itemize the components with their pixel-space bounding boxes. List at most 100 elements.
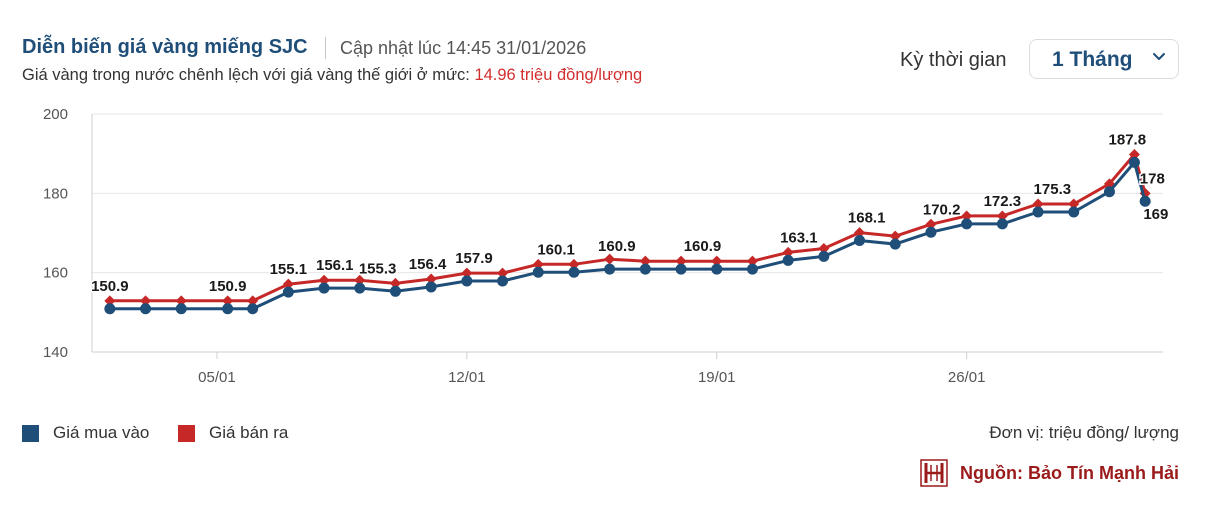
y-tick-label: 180	[43, 185, 68, 202]
x-tick-label: 05/01	[198, 369, 236, 386]
price-difference-label: Giá vàng trong nước chênh lệch với giá v…	[22, 66, 470, 84]
sell-point	[961, 210, 973, 222]
sell-point	[1128, 148, 1140, 160]
sell-point	[175, 295, 187, 307]
legend-item-buy[interactable]: Giá mua vào	[22, 423, 149, 443]
sell-point	[389, 277, 401, 289]
sell-point	[925, 218, 937, 230]
data-label: 163.1	[780, 229, 818, 246]
sell-point	[318, 274, 330, 286]
sell-point	[639, 255, 651, 267]
data-label: 156.4	[409, 256, 447, 273]
data-label: 160.9	[598, 238, 636, 255]
period-label: Kỳ thời gian	[900, 49, 1007, 71]
sell-series-line	[109, 153, 1147, 303]
data-label: 160.9	[684, 238, 722, 255]
buy-point	[604, 263, 616, 275]
sell-point	[1068, 198, 1080, 210]
buy-point	[711, 263, 723, 275]
sell-point	[247, 295, 259, 307]
sell-point	[711, 255, 723, 267]
buy-point	[782, 254, 794, 266]
x-tick-label: 12/01	[448, 369, 486, 386]
buy-point	[140, 303, 152, 315]
price-difference-text: Giá vàng trong nước chênh lệch với giá v…	[22, 66, 642, 85]
buy-point	[1032, 206, 1044, 218]
buy-point	[746, 263, 758, 275]
sell-point	[818, 242, 830, 254]
sell-point	[568, 258, 580, 270]
data-label: 150.9	[91, 278, 129, 295]
buy-point	[675, 263, 687, 275]
header-divider	[325, 37, 326, 59]
sell-point	[425, 273, 437, 285]
data-label: 169	[1143, 206, 1168, 223]
legend-label-buy: Giá mua vào	[53, 423, 150, 442]
price-difference-value: 14.96 triệu đồng/lượng	[474, 66, 643, 84]
sell-point	[604, 253, 616, 265]
sell-point	[282, 278, 294, 290]
data-label: 160.1	[537, 241, 575, 258]
sell-point	[354, 274, 366, 286]
data-label: 157.9	[455, 250, 493, 267]
x-tick-label: 19/01	[698, 369, 736, 386]
data-label: 155.3	[359, 260, 397, 277]
buy-point	[175, 303, 187, 315]
sell-point	[889, 230, 901, 242]
brand-logo-icon	[920, 459, 948, 487]
period-select-value: 1 Tháng	[1052, 48, 1133, 71]
buy-point	[1103, 186, 1115, 198]
updated-timestamp: Cập nhật lúc 14:45 31/01/2026	[340, 38, 587, 58]
data-label: 170.2	[923, 201, 961, 218]
data-label: 178	[1140, 170, 1165, 187]
sell-point	[854, 227, 866, 239]
buy-series-line	[109, 160, 1147, 311]
buy-point	[461, 275, 473, 287]
source-text: Nguồn: Bảo Tín Mạnh Hải	[960, 462, 1179, 483]
sell-point	[461, 267, 473, 279]
y-tick-label: 200	[43, 106, 68, 123]
buy-point	[104, 303, 116, 315]
buy-point	[1068, 206, 1080, 218]
buy-point	[961, 218, 973, 230]
sell-point	[746, 255, 758, 267]
legend-swatch-sell	[178, 424, 195, 442]
buy-point	[318, 282, 330, 294]
source-credit: Nguồn: Bảo Tín Mạnh Hải	[920, 459, 1179, 487]
legend-item-sell[interactable]: Giá bán ra	[178, 423, 288, 443]
data-label: 155.1	[270, 261, 308, 278]
buy-point	[497, 275, 509, 287]
sell-point	[532, 258, 544, 270]
buy-point	[425, 281, 437, 293]
data-label: 187.8	[1109, 131, 1147, 148]
buy-point	[889, 238, 901, 250]
sell-point	[996, 210, 1008, 222]
sell-point	[140, 295, 152, 307]
sell-point	[1032, 198, 1044, 210]
sell-point	[497, 267, 509, 279]
y-tick-label: 160	[43, 265, 68, 282]
sell-point	[782, 246, 794, 258]
period-select[interactable]: 1 Tháng	[1029, 39, 1179, 79]
buy-point	[1139, 195, 1151, 207]
buy-point	[639, 263, 651, 275]
buy-point	[568, 266, 580, 278]
y-tick-label: 140	[43, 344, 68, 361]
data-label: 172.3	[984, 193, 1022, 210]
data-label: 150.9	[209, 278, 247, 295]
sell-point	[104, 295, 116, 307]
legend-swatch-buy	[22, 424, 39, 442]
data-label: 168.1	[848, 210, 886, 227]
buy-point	[818, 250, 830, 262]
data-label: 175.3	[1034, 181, 1072, 198]
buy-point	[354, 282, 366, 294]
page-title: Diễn biến giá vàng miếng SJC	[22, 36, 308, 58]
buy-point	[532, 266, 544, 278]
data-label: 156.1	[316, 257, 354, 274]
x-tick-label: 26/01	[948, 369, 986, 386]
buy-point	[389, 285, 401, 297]
sell-point	[222, 295, 234, 307]
buy-point	[996, 218, 1008, 230]
sell-point	[675, 255, 687, 267]
unit-label: Đơn vị: triệu đồng/ lượng	[989, 423, 1179, 442]
